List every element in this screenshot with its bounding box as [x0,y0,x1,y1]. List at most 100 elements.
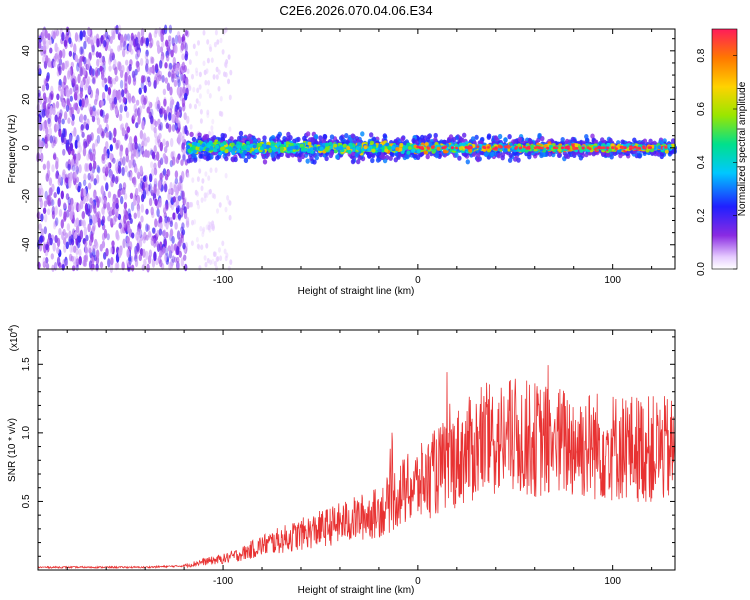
spectrogram-cell [123,35,127,46]
spectrogram-cell [143,97,147,106]
spectrogram-cell [76,240,81,249]
spectrogram-cell [134,258,139,268]
spectrogram-cell [101,207,105,215]
spectrogram-cell [145,208,149,215]
spectrogram-cell [197,203,201,210]
spectrogram-cell [101,91,106,101]
spectrogram-cell [112,77,117,85]
colorbar-label: Normalized spectral amplitude [737,81,748,216]
spectrogram-cell [319,146,324,151]
spectrogram-cell [69,95,74,102]
spectrogram-cell [647,146,651,150]
spectrogram-cell [217,69,221,75]
spectrogram-cell [233,156,238,163]
spectrogram-cell [38,95,43,105]
spectrogram-cell [78,164,82,174]
spectrogram-cell [115,75,119,82]
spectrogram-cell [80,80,84,89]
spectrogram-cell [129,192,134,200]
spectrogram-cell [191,177,195,183]
spectrogram-cell [81,211,86,220]
spectrogram-cell [39,109,43,120]
spectrogram-cell [73,43,77,54]
spectrogram-cell [186,158,191,164]
spectrogram-cell [93,98,98,106]
spectrogram-cell [209,146,214,150]
spectrogram-cell [91,68,96,77]
spectrogram-cell [100,99,104,107]
spectrogram-cell [168,249,173,259]
spectrogram-cell [145,250,149,260]
spectrogram-cell [121,89,125,98]
spectrogram-cell [159,60,163,69]
spectrogram-cell [150,186,154,193]
spectrogram-cell [126,236,130,244]
spectrogram-cell [228,200,232,206]
spectrogram-cell [236,144,241,149]
spectrogram-cell [115,202,119,210]
spectrogram-cell [79,46,83,55]
spectrogram-cell [147,230,152,238]
spectrogram-cell [52,31,56,40]
spectrogram-cell [41,33,45,43]
spectrogram-cell [161,75,165,83]
spectrogram-cell [174,107,178,116]
spectrogram-cell [88,260,93,269]
spectrogram-cell [112,157,116,164]
spectrogram-cell [43,44,47,51]
spectrogram-cell [424,142,429,147]
spectrogram-cell [186,115,190,124]
spectrogram-cell [95,70,99,78]
spectrogram-cell [72,245,77,253]
spectrogram-cell [110,48,114,57]
spectrogram-cell [95,241,99,250]
spectrogram-cell [168,35,172,42]
spectrogram-cell [158,215,162,224]
spectrogram-cell [192,86,196,93]
spectrogram-cell [159,121,163,131]
spectrogram-cell [322,134,328,140]
spectrogram-cell [192,43,196,50]
spectrogram-cell [115,142,119,150]
spectrogram-cell [73,127,77,137]
spectrogram-cell [138,182,142,193]
spectrogram-cell [243,145,248,150]
spectrogram-cell [156,103,160,112]
spectrogram-cell [138,105,143,114]
spectrogram-cell [203,255,207,261]
spectrogram-cell [443,149,447,154]
spectrogram-cell [346,145,351,150]
spectrogram-cell [54,42,58,53]
spectrogram-cell [47,194,51,204]
spectrogram-cell [68,134,73,144]
spectrogram-cell [114,176,119,185]
spectrogram-cell [205,147,210,152]
spectrogram-cell [132,97,136,104]
spectrogram-cell [208,93,212,99]
spectrogram-cell [50,253,54,260]
spectrogram-cell [163,204,167,212]
spectrogram-cell [135,150,139,159]
spectrogram-cell [80,187,85,198]
spectrogram-cell [37,139,42,148]
colorbar-ticks: 0.00.20.40.60.8 [696,48,737,276]
spectrogram-cell [67,163,71,171]
spectrogram-cell [538,146,542,150]
spectrogram-cell [206,39,210,45]
spectrogram-cell [369,132,374,138]
spectrogram-cell [54,205,59,216]
spectrogram-cell [572,146,577,151]
spectrogram-cell [629,147,633,151]
spectrogram-cell [198,71,202,78]
spectrogram-cell [117,189,121,198]
spectrogram-cell [153,162,157,170]
spectrogram-cell [83,121,87,129]
spectrogram-cell [184,42,188,53]
spectrogram-cell [141,120,145,131]
spectrogram-cell [142,248,146,258]
spectrogram-cell [60,89,64,99]
spectrogram-cell [175,156,180,164]
spectrogram-cell [139,165,143,175]
spectrogram-cell [40,228,44,237]
spectrogram-cell [585,137,590,144]
